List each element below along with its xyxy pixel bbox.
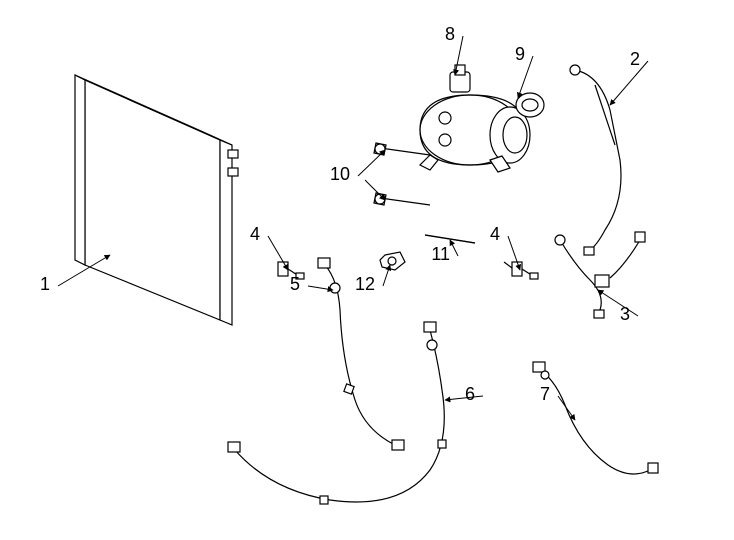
callout-leader-11 <box>450 240 458 256</box>
part-bolt-upper <box>374 143 430 155</box>
callout-label-6: 6 <box>465 384 475 404</box>
part-hose-upper-right <box>570 65 621 255</box>
callout-label-5: 5 <box>290 274 300 294</box>
callout-leader-5 <box>308 286 333 290</box>
callout-leader-7 <box>558 396 575 420</box>
part-cap <box>516 93 544 117</box>
callout-leader-10 <box>358 150 385 176</box>
callouts: 1234456789101112 <box>40 24 648 420</box>
callout-label-12: 12 <box>355 274 375 294</box>
callout-label-11: 11 <box>431 244 450 264</box>
callout-label-7: 7 <box>540 384 550 404</box>
part-sensor-right <box>504 262 538 279</box>
part-hose-6 <box>228 322 446 504</box>
part-compressor <box>420 65 530 172</box>
callout-label-2: 2 <box>630 49 640 69</box>
callout-label-8: 8 <box>445 24 455 44</box>
callout-label-9: 9 <box>515 44 525 64</box>
callout-label-4: 4 <box>490 224 500 244</box>
part-bolt-lower <box>374 193 430 205</box>
part-hose-7 <box>533 362 658 474</box>
part-nut <box>380 252 405 270</box>
callout-label-3: 3 <box>620 304 630 324</box>
callout-label-10: 10 <box>330 164 350 184</box>
part-hose-y <box>555 232 645 318</box>
callout-label-1: 1 <box>40 274 50 294</box>
callout-label-4: 4 <box>250 224 260 244</box>
part-condenser <box>75 75 238 325</box>
parts-diagram: 1234456789101112 <box>0 0 734 540</box>
part-stud <box>425 235 475 243</box>
